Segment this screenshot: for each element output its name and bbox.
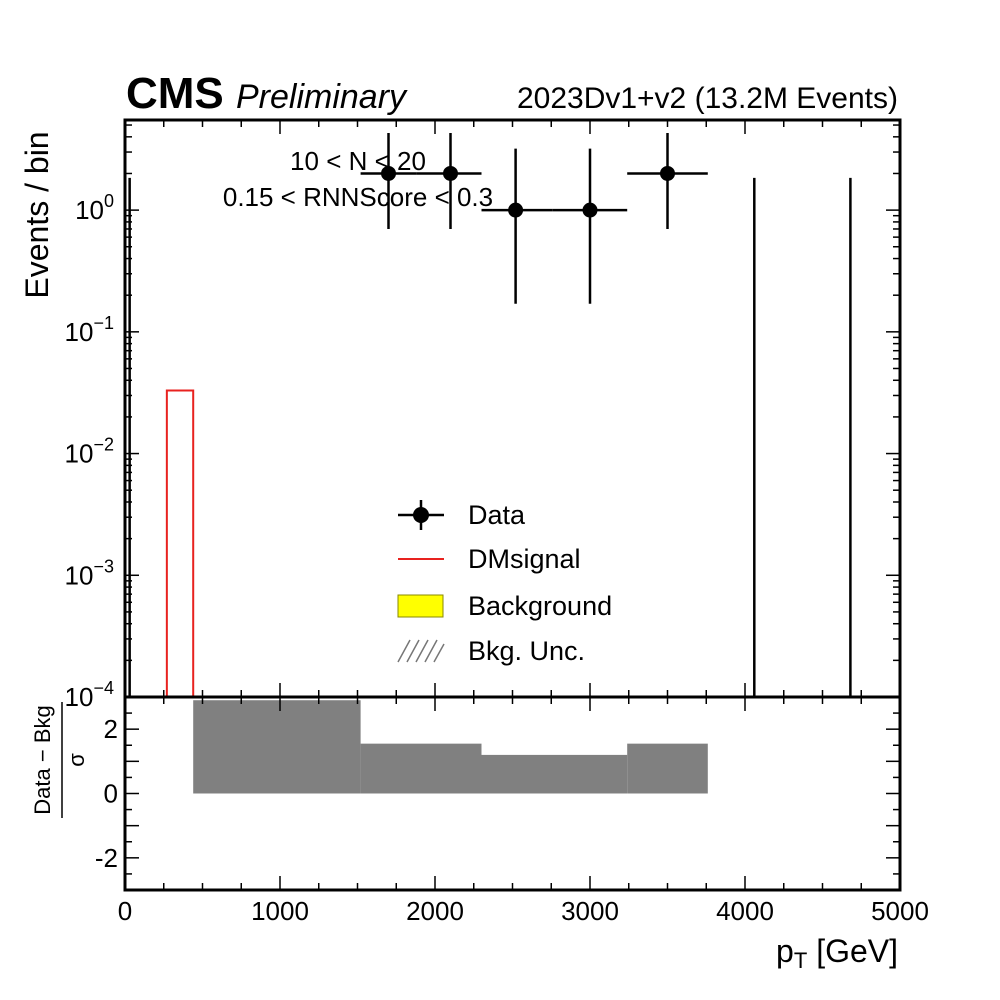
- signal-bin: [165, 389, 195, 697]
- signal-histogram: [165, 389, 195, 697]
- x-axis-title: pT [GeV]: [776, 933, 898, 973]
- x-tick-label: 0: [118, 896, 132, 926]
- x-tick-label: 3000: [561, 896, 619, 926]
- data-point: [360, 133, 417, 229]
- legend-background-label: Background: [468, 591, 612, 621]
- data-point-marker: [381, 165, 396, 181]
- x-tick-label: 4000: [716, 896, 774, 926]
- annotation-n-range: 10 < N < 20: [290, 146, 426, 176]
- ratio-y-tick-label: -2: [95, 843, 118, 873]
- x-axis-unit: [GeV]: [807, 933, 898, 969]
- legend: Data DMsignal Background Bkg. Unc.: [397, 500, 612, 666]
- data-point-marker: [443, 165, 458, 181]
- legend-signal-label: DMsignal: [468, 544, 581, 574]
- ratio-bar: [360, 743, 482, 794]
- ratio-denominator: σ: [64, 753, 89, 767]
- x-axis-subscript: T: [794, 948, 807, 973]
- x-tick-label: 1000: [251, 896, 309, 926]
- ratio-y-tick-label: 2: [104, 714, 118, 744]
- experiment-label: CMS: [126, 69, 224, 118]
- dataset-label: 2023Dv1+v2 (13.2M Events): [517, 82, 898, 115]
- legend-data-marker: [398, 500, 444, 530]
- y-tick-label: 10−2: [65, 435, 114, 469]
- ratio-y-tick-label: 0: [104, 779, 118, 809]
- data-point: [481, 148, 553, 304]
- ratio-panel-frame: [123, 695, 902, 892]
- data-point: [627, 133, 708, 229]
- y-tick-label: 10−1: [65, 313, 114, 347]
- data-point-marker: [582, 202, 598, 218]
- data-point-marker: [660, 165, 675, 181]
- legend-data-label: Data: [468, 500, 526, 530]
- data-point-marker: [508, 202, 524, 218]
- y-axis-title: Events / bin: [19, 131, 55, 298]
- ratio-bar: [481, 754, 628, 794]
- annotation-rnn-range: 0.15 < RNNScore < 0.3: [223, 182, 493, 212]
- legend-unc-label: Bkg. Unc.: [468, 636, 585, 666]
- x-axis-symbol: p: [776, 933, 794, 969]
- status-label: Preliminary: [236, 78, 408, 116]
- y-tick-label: 10−3: [65, 556, 114, 590]
- ratio-bars: [193, 700, 708, 794]
- y-tick-label: 10−4: [65, 678, 114, 712]
- ratio-y-axis-title: Data − Bkg σ: [30, 702, 89, 818]
- ratio-numerator: Data − Bkg: [30, 705, 55, 814]
- legend-unc-marker: [397, 639, 445, 663]
- legend-background-marker: [397, 594, 444, 618]
- x-tick-label: 2000: [406, 896, 464, 926]
- ratio-bar: [627, 743, 708, 794]
- x-tick-label: 5000: [871, 896, 929, 926]
- y-tick-label: 100: [75, 191, 114, 225]
- data-point: [416, 133, 482, 229]
- data-point: [552, 148, 628, 304]
- data-points: [128, 133, 852, 697]
- ratio-bar: [193, 700, 361, 794]
